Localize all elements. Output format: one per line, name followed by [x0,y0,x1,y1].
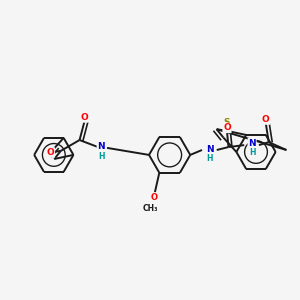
Text: N: N [97,142,105,152]
Text: H: H [207,154,213,163]
Text: O: O [223,123,231,132]
Text: CH₃: CH₃ [143,204,158,213]
Text: S: S [223,118,230,127]
Text: H: H [98,152,104,161]
Text: N: N [206,145,214,154]
Text: H: H [249,148,255,158]
Text: O: O [262,115,270,124]
Text: O: O [81,113,88,122]
Text: N: N [248,139,256,148]
Text: O: O [46,148,54,157]
Text: O: O [151,193,158,202]
